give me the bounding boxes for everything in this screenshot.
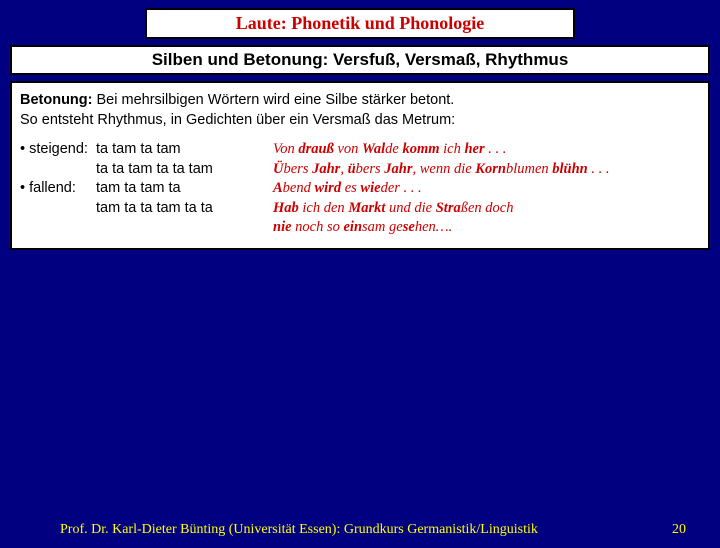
pattern-line: ta ta tam ta ta tam <box>20 160 255 180</box>
examples-column: Von drauß von Walde komm ich her . . .Üb… <box>273 140 700 238</box>
stressed-syllable: komm <box>402 141 443 157</box>
unstressed-syllable: Von <box>273 141 298 157</box>
example-line: Übers Jahr, übers Jahr, wenn die Kornblu… <box>273 160 700 180</box>
patterns-column: • steigend:ta tam ta tamta ta tam ta ta … <box>20 140 255 238</box>
stressed-syllable: wird <box>314 180 344 196</box>
unstressed-syllable: ßen doch <box>461 200 514 216</box>
unstressed-syllable: hen…. <box>415 219 452 235</box>
unstressed-syllable: blumen <box>506 161 552 177</box>
page-number: 20 <box>672 522 686 538</box>
unstressed-syllable: . . . <box>485 141 507 157</box>
stressed-syllable: Jahr <box>312 161 340 177</box>
footer-text: Prof. Dr. Karl-Dieter Bünting (Universit… <box>60 522 672 538</box>
unstressed-syllable: bend <box>283 180 315 196</box>
stressed-syllable: blühn <box>552 161 587 177</box>
unstressed-syllable: , wenn die <box>412 161 475 177</box>
pattern-label: • steigend: <box>20 140 96 160</box>
unstressed-syllable: . . . <box>588 161 610 177</box>
pattern-value: ta tam ta tam <box>96 140 181 160</box>
unstressed-syllable: und die <box>389 200 436 216</box>
unstressed-syllable: es <box>345 180 361 196</box>
unstressed-syllable: de <box>385 141 402 157</box>
intro-text: Betonung: Bei mehrsilbigen Wörtern wird … <box>20 91 700 130</box>
page-title: Laute: Phonetik und Phonologie <box>236 13 485 33</box>
pattern-label <box>20 160 96 180</box>
subtitle: Silben und Betonung: Versfuß, Versmaß, R… <box>152 50 569 69</box>
pattern-label <box>20 199 96 219</box>
stressed-syllable: Stra <box>436 200 461 216</box>
intro-bold: Betonung: <box>20 92 92 108</box>
stressed-syllable: se <box>403 219 415 235</box>
unstressed-syllable: bers <box>283 161 312 177</box>
unstressed-syllable: noch so <box>295 219 343 235</box>
unstressed-syllable: von <box>337 141 362 157</box>
stressed-syllable: nie <box>273 219 295 235</box>
pattern-value: tam ta ta tam ta ta <box>96 199 213 219</box>
title-box: Laute: Phonetik und Phonologie <box>145 8 575 39</box>
stressed-syllable: Hab <box>273 200 302 216</box>
pattern-line: • steigend:ta tam ta tam <box>20 140 255 160</box>
example-line: nie noch so einsam gesehen…. <box>273 218 700 238</box>
intro-rest: Bei mehrsilbigen Wörtern wird eine Silbe… <box>92 92 454 108</box>
stressed-syllable: ein <box>344 219 363 235</box>
pattern-value: tam ta tam ta <box>96 179 181 199</box>
example-line: Abend wird es wieder . . . <box>273 179 700 199</box>
unstressed-syllable: ich <box>443 141 464 157</box>
unstressed-syllable: der . . . <box>381 180 422 196</box>
stressed-syllable: ü <box>348 161 356 177</box>
stressed-syllable: drauß <box>298 141 337 157</box>
unstressed-syllable: sam ge <box>362 219 403 235</box>
pattern-label: • fallend: <box>20 179 96 199</box>
stressed-syllable: Ü <box>273 161 283 177</box>
stressed-syllable: her <box>464 141 484 157</box>
stressed-syllable: Jahr <box>384 161 412 177</box>
footer: Prof. Dr. Karl-Dieter Bünting (Universit… <box>0 522 720 538</box>
unstressed-syllable: bers <box>356 161 385 177</box>
example-line: Von drauß von Walde komm ich her . . . <box>273 140 700 160</box>
unstressed-syllable: ich den <box>302 200 348 216</box>
pattern-value: ta ta tam ta ta tam <box>96 160 213 180</box>
pattern-line: • fallend:tam ta tam ta <box>20 179 255 199</box>
example-line: Hab ich den Markt und die Straßen doch <box>273 199 700 219</box>
stressed-syllable: Wal <box>362 141 385 157</box>
stressed-syllable: wie <box>360 180 380 196</box>
pattern-line: tam ta ta tam ta ta <box>20 199 255 219</box>
columns: • steigend:ta tam ta tamta ta tam ta ta … <box>20 140 700 238</box>
stressed-syllable: Korn <box>475 161 506 177</box>
subtitle-box: Silben und Betonung: Versfuß, Versmaß, R… <box>10 45 710 75</box>
stressed-syllable: Markt <box>348 200 389 216</box>
unstressed-syllable: , <box>340 161 347 177</box>
stressed-syllable: A <box>273 180 283 196</box>
intro-line2: So entsteht Rhythmus, in Gedichten über … <box>20 111 700 131</box>
content-box: Betonung: Bei mehrsilbigen Wörtern wird … <box>10 81 710 250</box>
